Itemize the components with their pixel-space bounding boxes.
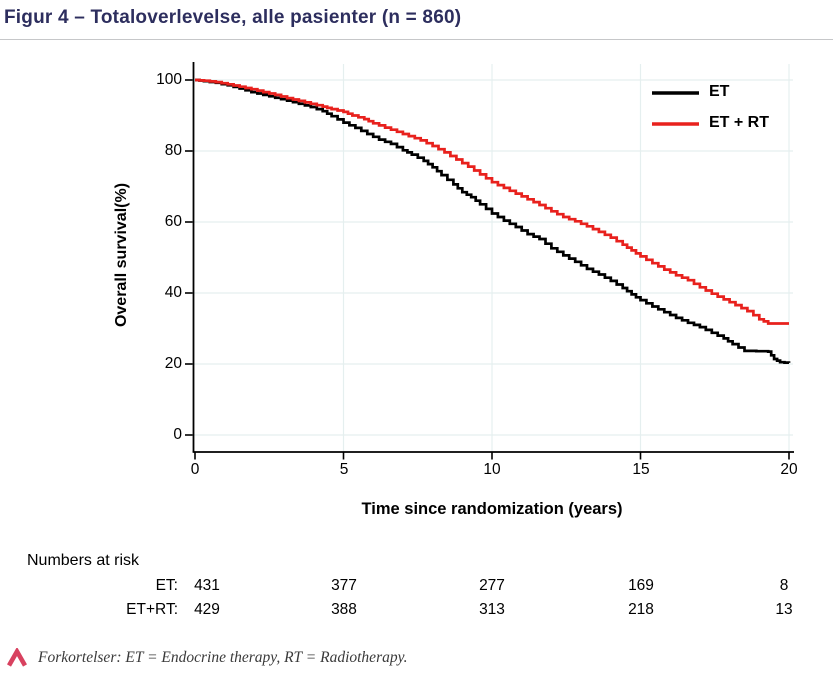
- risk-value: 388: [331, 601, 357, 618]
- legend-label-et-rt: ET + RT: [709, 114, 770, 132]
- risk-value: 431: [194, 577, 220, 594]
- x-tick-label: 0: [190, 461, 200, 478]
- risk-value: 377: [331, 577, 357, 594]
- x-axis-label: Time since randomization (years): [361, 500, 623, 518]
- risk-value: 313: [479, 601, 505, 618]
- footer-abbreviations-text: Forkortelser: ET = Endocrine therapy, RT…: [38, 649, 408, 666]
- y-tick-label: 60: [164, 213, 182, 230]
- risk-value: 277: [479, 577, 505, 594]
- title-divider: [0, 39, 833, 40]
- risk-value: 13: [775, 601, 793, 618]
- y-tick-label: 100: [156, 71, 182, 88]
- figure-title: Figur 4 – Totaloverlevelse, alle pasient…: [4, 7, 462, 28]
- y-axis-label: Overall survival(%): [113, 182, 130, 328]
- risk-value: 218: [628, 601, 654, 618]
- footer-note: Forkortelser: ET = Endocrine therapy, RT…: [6, 648, 408, 668]
- chevron-up-icon: [7, 648, 27, 667]
- x-tick-label: 10: [483, 461, 501, 478]
- risk-value: 169: [628, 577, 654, 594]
- survival-curve-et+rt: [195, 78, 789, 325]
- numbers-at-risk-heading: Numbers at risk: [27, 552, 140, 569]
- x-tick-label: 15: [632, 461, 650, 478]
- risk-row-label: ET+RT:: [126, 601, 178, 618]
- risk-value: 8: [779, 577, 789, 594]
- x-tick-label: 5: [339, 461, 349, 478]
- y-tick-label: 20: [164, 355, 182, 372]
- y-tick-label: 80: [164, 142, 182, 159]
- risk-value: 429: [194, 601, 220, 618]
- y-tick-label: 0: [173, 426, 182, 443]
- y-tick-label: 40: [164, 284, 182, 301]
- survival-curve-et: [195, 78, 791, 364]
- x-tick-label: 20: [780, 461, 798, 478]
- risk-row-label: ET:: [155, 577, 178, 594]
- legend-label-et: ET: [709, 83, 730, 101]
